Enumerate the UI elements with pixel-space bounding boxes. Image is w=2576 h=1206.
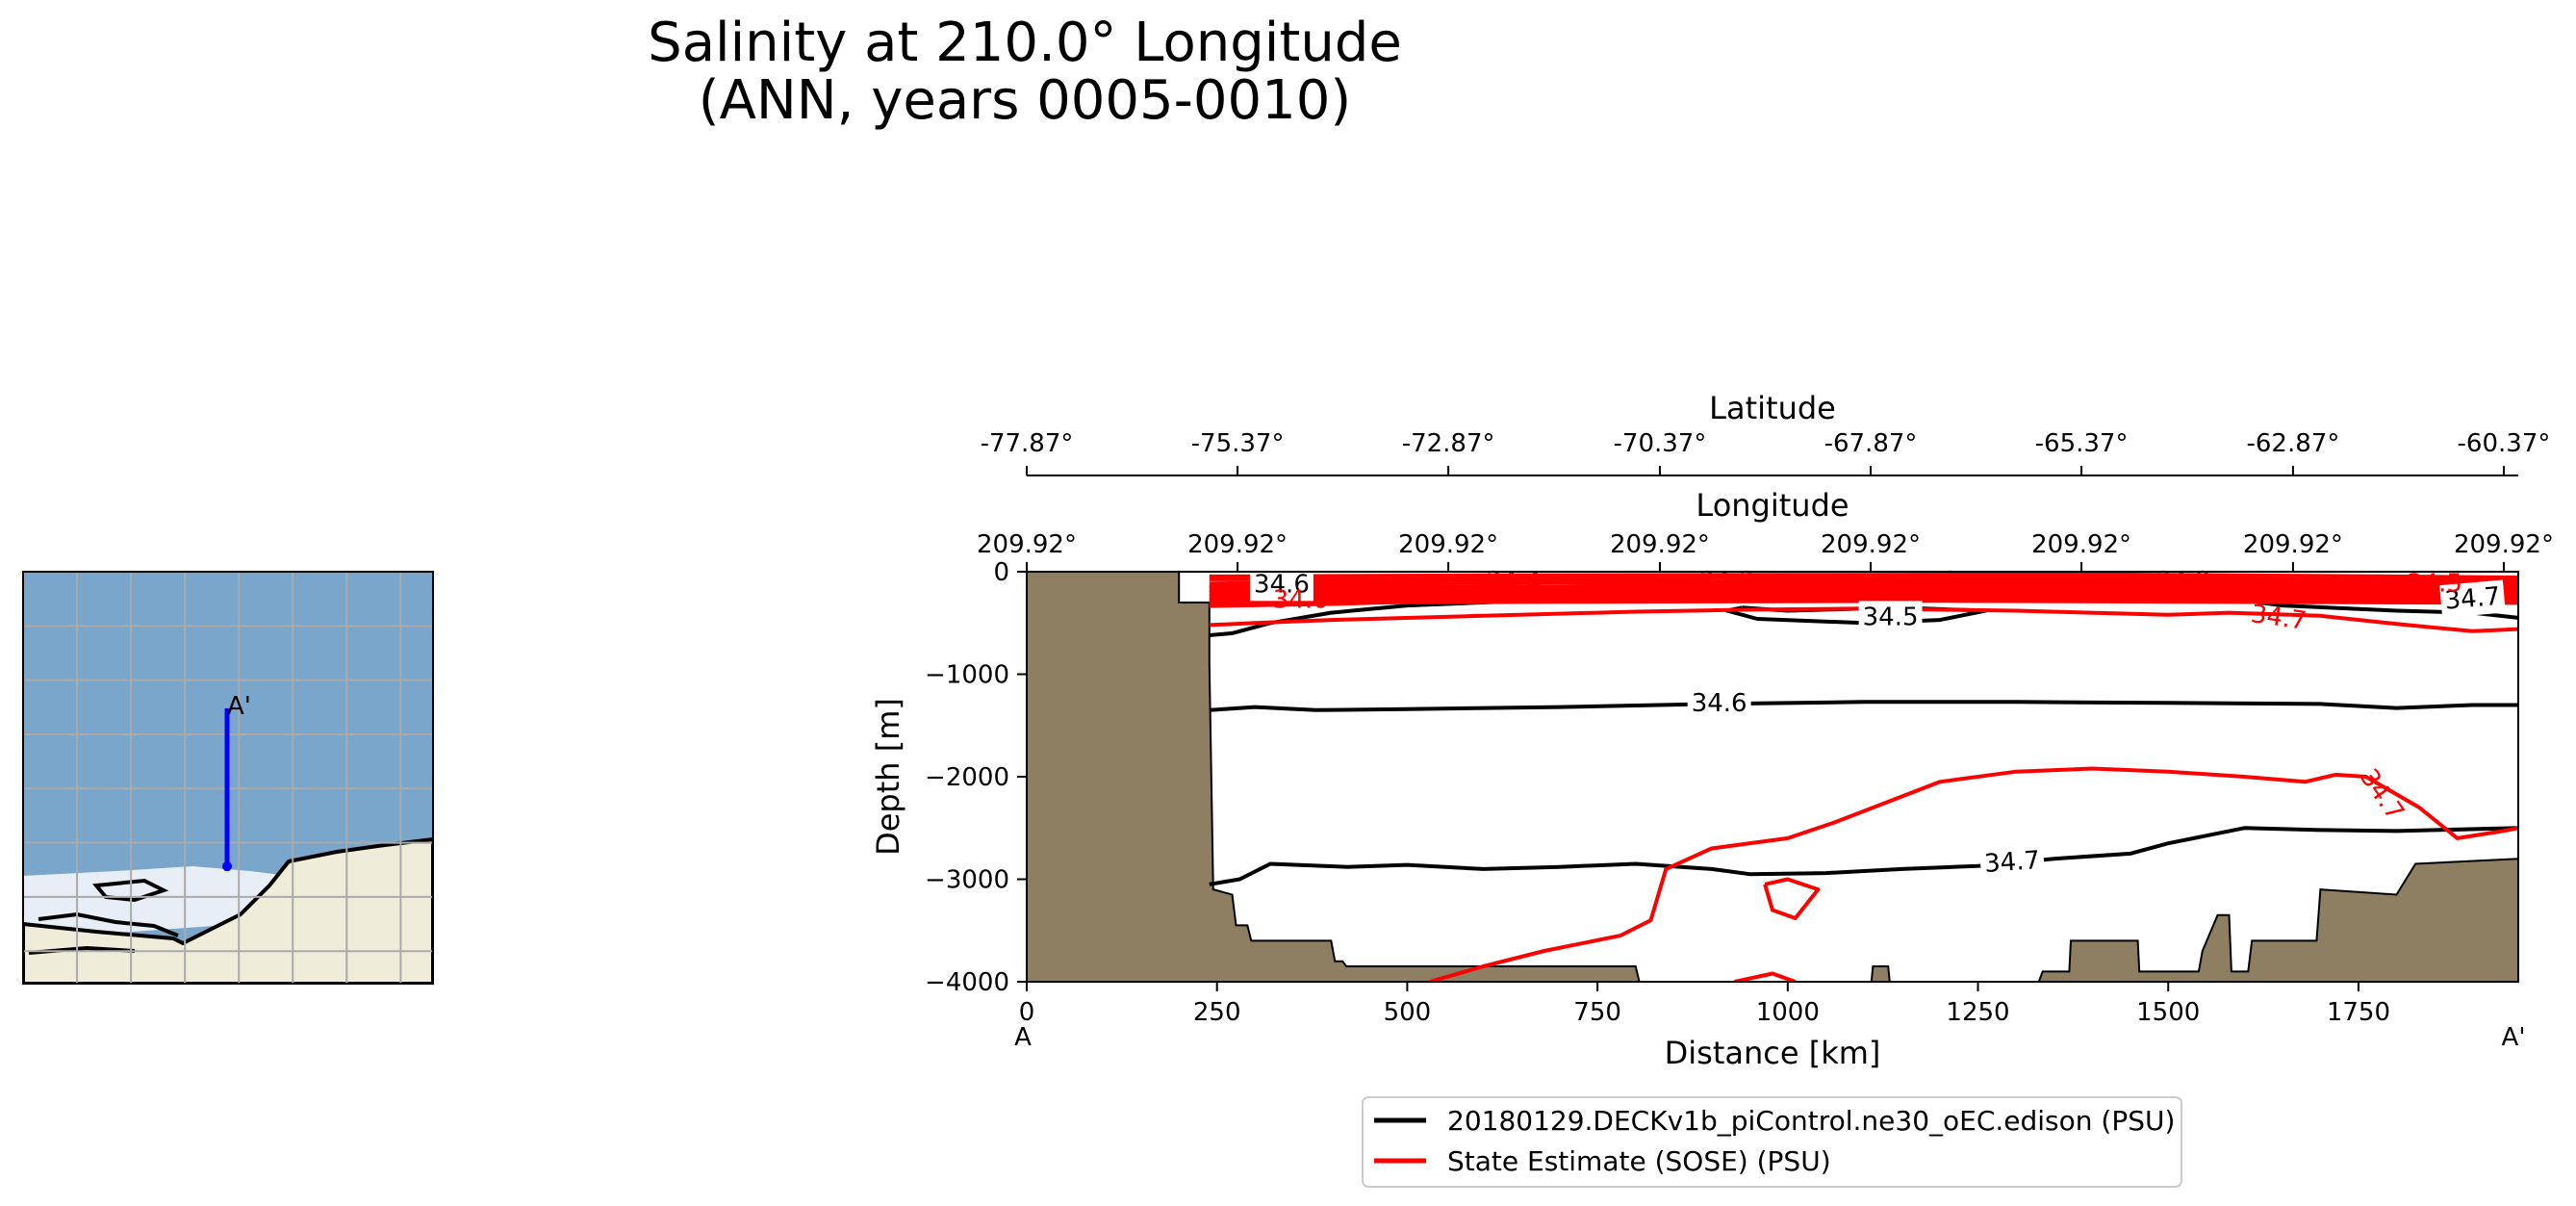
latitude-tick-label: -70.37° (1614, 429, 1707, 458)
inset-map: A' (23, 572, 433, 984)
contour-label: 34.6 (1254, 570, 1310, 599)
transect-start-marker (222, 861, 232, 871)
legend-frame (1362, 1096, 2182, 1188)
contour-label: 34.6 (1692, 689, 1747, 718)
latitude-tick-label: -60.37° (2458, 429, 2551, 458)
x-tick-label: 500 (1384, 998, 1432, 1027)
contour-line (1209, 572, 2518, 582)
legend-label-obs: State Estimate (SOSE) (PSU) (1447, 1145, 1831, 1177)
legend-label-model: 20180129.DECKv1b_piControl.ne30_oEC.edis… (1447, 1105, 2175, 1137)
latitude-tick-label: -62.87° (2247, 429, 2340, 458)
x-tick-label: 1250 (1946, 998, 2009, 1027)
longitude-tick-label: 209.92° (1610, 530, 1710, 559)
chart-title-line-2: (ANN, years 0005-0010) (698, 69, 1352, 132)
contour-label: 34.7 (2443, 582, 2501, 616)
x-axis: 0 250 500 750 1000 1250 1500 1750 (1019, 982, 2390, 1027)
map-coastline-1 (92, 878, 169, 903)
longitude-tick-label: 209.92° (1187, 530, 1288, 559)
longitude-tick-label: 209.92° (1821, 530, 1921, 559)
latitude-axis-label: Latitude (1709, 390, 1836, 426)
x-tick-label: 750 (1573, 998, 1621, 1027)
obs-contours (1209, 572, 2518, 982)
contour-line (1209, 596, 2518, 605)
transect-chart: 34.734.634.534.6 34.734.734.734.034.4 34.3… (870, 390, 2554, 1071)
endpoint-label-a: A (1014, 1023, 1032, 1052)
map-label-a-prime: A' (227, 692, 251, 721)
longitude-axis-label: Longitude (1696, 487, 1849, 524)
contour-label: 34.5 (1863, 603, 1919, 631)
contour-label-bg (1858, 601, 1923, 634)
map-frame (22, 571, 434, 985)
longitude-tick-label: 209.92° (1398, 530, 1498, 559)
latitude-tick-label: -67.87° (1824, 429, 1918, 458)
longitude-tick-label: 209.92° (2243, 530, 2343, 559)
y-tick-label: −4000 (925, 968, 1009, 997)
contour-label-bg (1249, 568, 1314, 602)
y-axis: 0 −1000 −2000 −3000 −4000 (925, 558, 1027, 997)
longitude-tick-label: 209.92° (2031, 530, 2131, 559)
map-land (23, 836, 433, 984)
x-tick-label: 1500 (2136, 998, 2200, 1027)
contour-line (1209, 582, 2518, 593)
endpoint-label-a-prime: A' (2502, 1023, 2526, 1052)
map-coastline-2 (38, 911, 179, 937)
latitude-axis: -77.87° -75.37° -72.87° -70.37° -67.87° -65.3… (981, 429, 2551, 475)
x-tick-label: 1750 (2327, 998, 2390, 1027)
y-tick-label: −2000 (925, 763, 1009, 792)
latitude-tick-label: -75.37° (1191, 429, 1285, 458)
contour-label: 34.7 (1983, 846, 2041, 879)
longitude-tick-label: 209.92° (2454, 530, 2554, 559)
contour-line (1209, 606, 2518, 633)
x-tick-label: 0 (1019, 998, 1035, 1027)
contour-line (1209, 826, 2518, 886)
longitude-tick-label: 209.92° (977, 530, 1077, 559)
chart-title-line-1: Salinity at 210.0° Longitude (648, 12, 1402, 74)
map-grid (23, 572, 433, 984)
x-axis-label: Distance [km] (1665, 1035, 1881, 1071)
x-tick-label: 250 (1193, 998, 1241, 1027)
y-tick-label: −1000 (925, 661, 1009, 690)
contour-label-bg (2439, 579, 2506, 619)
bathymetry (1027, 572, 2518, 982)
latitude-tick-label: -72.87° (1402, 429, 1495, 458)
y-tick-label: −3000 (925, 866, 1009, 895)
longitude-axis: 209.92° 209.92° 209.92° 209.92° 209.92° 209.9… (977, 530, 2554, 572)
contour-line (1209, 700, 2518, 712)
contour-label: 34.0 (1273, 585, 1329, 614)
contour-line (1209, 577, 2518, 589)
x-tick-label: 1000 (1756, 998, 1820, 1027)
legend: 20180129.DECKv1b_piControl.ne30_oEC.edis… (1362, 1096, 2182, 1188)
latitude-tick-label: -65.37° (2035, 429, 2129, 458)
y-tick-label: 0 (993, 558, 1009, 587)
contour-label-bg (1979, 843, 2046, 882)
contour-line (1734, 971, 1797, 982)
contour-label: 34.5 (2407, 569, 2462, 598)
model-contours (1209, 588, 2518, 886)
contour-label-bg (1687, 686, 1751, 720)
contour-line (1209, 586, 2518, 597)
contour-line (1429, 766, 2518, 982)
contour-line (1209, 592, 2518, 602)
contour-line (1763, 877, 1821, 920)
latitude-tick-label: -77.87° (981, 429, 1074, 458)
y-axis-label: Depth [m] (870, 698, 906, 856)
